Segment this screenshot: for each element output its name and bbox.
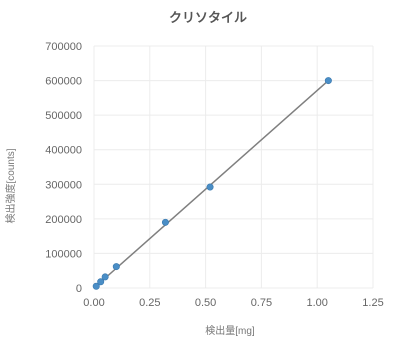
x-tick-label: 1.00 xyxy=(306,297,327,309)
data-point xyxy=(206,183,214,191)
data-point xyxy=(161,218,169,226)
y-tick-label: 300000 xyxy=(45,179,82,191)
data-point xyxy=(324,77,332,85)
x-tick-label: 0.00 xyxy=(83,297,104,309)
data-point xyxy=(101,273,109,281)
x-axis-label: 検出量[mg] xyxy=(205,324,255,337)
gridlines xyxy=(93,45,374,289)
y-tick-label: 500000 xyxy=(45,110,82,122)
data-point xyxy=(112,263,120,271)
x-axis-ticks: 0.00 0.25 0.50 0.75 1.00 1.25 xyxy=(83,297,383,309)
y-axis-ticks: 0 100000 200000 300000 400000 500000 600000 700… xyxy=(45,41,82,295)
data-point xyxy=(97,278,105,286)
data-point xyxy=(92,282,100,290)
x-tick-label: 0.25 xyxy=(139,297,160,309)
y-tick-label: 100000 xyxy=(45,248,82,260)
chart-title: クリソタイル xyxy=(169,11,247,26)
x-tick-label: 1.25 xyxy=(362,297,383,309)
y-tick-label: 700000 xyxy=(45,41,82,53)
x-tick-label: 0.75 xyxy=(251,297,272,309)
x-tick-label: 0.50 xyxy=(195,297,216,309)
y-tick-label: 0 xyxy=(76,283,82,295)
y-tick-label: 400000 xyxy=(45,145,82,157)
data-points xyxy=(92,77,332,290)
y-tick-label: 600000 xyxy=(45,76,82,88)
y-tick-label: 200000 xyxy=(45,214,82,226)
y-axis-label: 検出強度[counts] xyxy=(4,148,17,223)
